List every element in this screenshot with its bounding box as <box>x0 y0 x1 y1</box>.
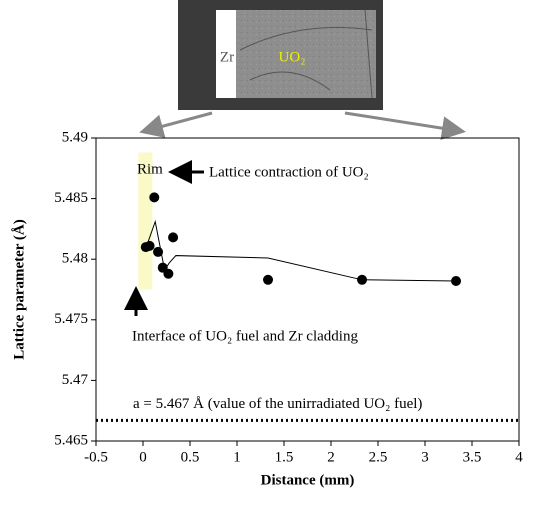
x-tick-label: 3 <box>421 449 429 465</box>
y-axis-label: Lattice parameter (Å) <box>11 219 27 360</box>
x-tick-label: 1 <box>233 449 241 465</box>
data-point <box>149 192 160 203</box>
micrograph: Zr UO₂ <box>178 0 383 110</box>
data-point <box>357 274 368 285</box>
data-point <box>451 276 462 287</box>
x-tick-label: 2.5 <box>369 449 388 465</box>
x-tick-label: 3.5 <box>463 449 482 465</box>
annotation: Interface of UO₂ fuel and Zr cladding <box>132 328 358 344</box>
pointer-arrow <box>139 111 213 138</box>
annotation: Rim <box>137 161 163 177</box>
y-tick-label: 5.49 <box>62 129 88 145</box>
x-tick-label: 0.5 <box>181 449 200 465</box>
data-point <box>144 240 155 251</box>
image-label: UO₂ <box>279 49 306 65</box>
x-tick-label: 2 <box>327 449 335 465</box>
x-tick-label: 4 <box>515 449 523 465</box>
x-tick-label: -0.5 <box>84 449 108 465</box>
trend-line <box>145 219 457 282</box>
data-point <box>263 274 274 285</box>
x-axis-label: Distance (mm) <box>261 472 355 488</box>
data-point <box>168 232 179 243</box>
y-tick-label: 5.485 <box>54 190 88 206</box>
data-point <box>153 246 164 257</box>
y-tick-label: 5.47 <box>62 372 89 388</box>
data-point <box>163 268 174 279</box>
rim-region <box>138 152 153 290</box>
annotation: Lattice contraction of UO₂ <box>209 164 369 180</box>
x-tick-label: 0 <box>139 449 147 465</box>
image-label: Zr <box>220 49 234 65</box>
y-tick-label: 5.465 <box>54 432 88 448</box>
reference-label: a = 5.467 Å (value of the unirradiated U… <box>133 396 422 412</box>
x-tick-label: 1.5 <box>275 449 294 465</box>
y-tick-label: 5.475 <box>54 311 88 327</box>
plot-frame <box>95 137 520 442</box>
pointer-arrow <box>344 111 466 141</box>
y-tick-label: 5.48 <box>62 251 88 267</box>
